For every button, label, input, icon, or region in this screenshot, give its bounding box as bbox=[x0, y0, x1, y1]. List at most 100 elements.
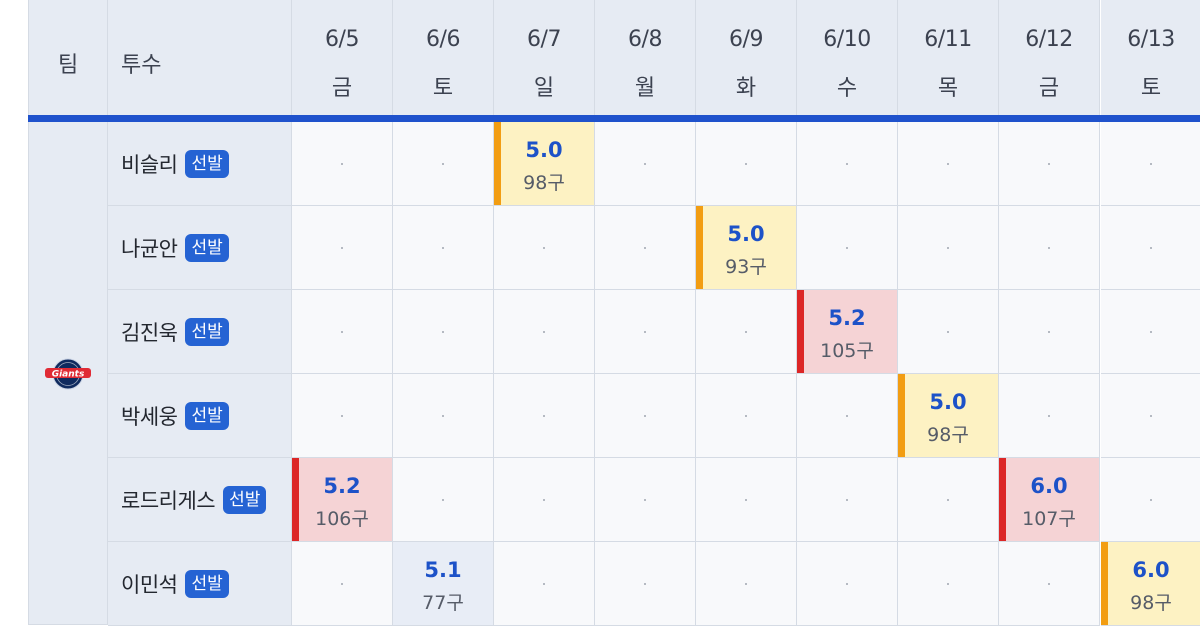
pitcher-name[interactable]: 비슬리 bbox=[121, 152, 178, 177]
date-label: 6/6 bbox=[426, 27, 460, 52]
empty-dot bbox=[745, 414, 747, 417]
schedule-cell bbox=[595, 122, 696, 206]
empty-dot bbox=[846, 582, 848, 585]
schedule-cell bbox=[393, 122, 494, 206]
cell-accent-bar bbox=[797, 290, 804, 373]
schedule-cell bbox=[797, 374, 898, 458]
date-label: 6/13 bbox=[1127, 27, 1175, 52]
weekday-label: 토 bbox=[432, 76, 454, 101]
starter-badge: 선발 bbox=[185, 317, 229, 346]
schedule-cell bbox=[898, 542, 999, 626]
innings-value: 5.2 bbox=[828, 306, 866, 330]
schedule-cell bbox=[797, 542, 898, 626]
pitcher-name[interactable]: 나균안 bbox=[121, 236, 178, 261]
date-label: 6/8 bbox=[628, 27, 662, 52]
date-header: 6/5 금 bbox=[292, 0, 393, 115]
pitch-count: 98구 bbox=[1130, 592, 1172, 614]
schedule-cell bbox=[797, 122, 898, 206]
pitcher-name[interactable]: 김진욱 bbox=[121, 320, 178, 345]
schedule-cell bbox=[1101, 122, 1200, 206]
pitcher-cell: 비슬리 선발 bbox=[108, 122, 292, 206]
schedule-cell bbox=[999, 206, 1100, 290]
date-header: 6/9 화 bbox=[696, 0, 797, 115]
pitch-count: 107구 bbox=[1022, 508, 1076, 530]
schedule-cell bbox=[999, 374, 1100, 458]
date-header: 6/8 월 bbox=[595, 0, 696, 115]
innings-value: 6.0 bbox=[1030, 474, 1068, 498]
weekday-label: 목 bbox=[937, 76, 959, 101]
schedule-cell bbox=[595, 290, 696, 374]
schedule-cell bbox=[494, 458, 595, 542]
giants-logo-icon: Giants bbox=[45, 358, 91, 390]
empty-dot bbox=[1048, 582, 1050, 585]
innings-value: 5.2 bbox=[323, 474, 361, 498]
game-cell[interactable]: 5.2 106구 bbox=[292, 458, 393, 542]
pitcher-cell: 나균안 선발 bbox=[108, 206, 292, 290]
empty-dot bbox=[846, 498, 848, 501]
schedule-cell bbox=[393, 290, 494, 374]
empty-dot bbox=[644, 498, 646, 501]
schedule-cell bbox=[595, 374, 696, 458]
empty-dot bbox=[442, 330, 444, 333]
date-label: 6/12 bbox=[1025, 27, 1073, 52]
weekday-label: 금 bbox=[1038, 76, 1060, 101]
schedule-cell bbox=[595, 458, 696, 542]
game-cell[interactable]: 5.0 98구 bbox=[494, 122, 595, 206]
date-label: 6/10 bbox=[823, 27, 871, 52]
cell-accent-bar bbox=[999, 458, 1006, 541]
empty-dot bbox=[341, 582, 343, 585]
empty-dot bbox=[341, 330, 343, 333]
schedule-cell bbox=[999, 542, 1100, 626]
innings-value: 5.0 bbox=[525, 138, 563, 162]
schedule-cell bbox=[393, 206, 494, 290]
schedule-cell bbox=[494, 290, 595, 374]
date-label: 6/5 bbox=[325, 27, 359, 52]
pitcher-cell: 박세웅 선발 bbox=[108, 374, 292, 458]
schedule-cell bbox=[1101, 458, 1200, 542]
empty-dot bbox=[1048, 414, 1050, 417]
empty-dot bbox=[543, 498, 545, 501]
schedule-cell bbox=[292, 122, 393, 206]
date-header: 6/12 금 bbox=[999, 0, 1100, 115]
pitch-count: 77구 bbox=[422, 592, 464, 614]
schedule-cell bbox=[595, 542, 696, 626]
pitcher-header: 투수 bbox=[108, 0, 292, 115]
pitcher-name[interactable]: 로드리게스 bbox=[121, 488, 216, 513]
game-cell[interactable]: 6.0 107구 bbox=[999, 458, 1100, 542]
starter-badge: 선발 bbox=[185, 569, 229, 598]
svg-text:Giants: Giants bbox=[52, 370, 85, 380]
empty-dot bbox=[947, 498, 949, 501]
schedule-cell bbox=[292, 374, 393, 458]
empty-dot bbox=[543, 246, 545, 249]
schedule-cell bbox=[898, 122, 999, 206]
empty-dot bbox=[1048, 162, 1050, 165]
empty-dot bbox=[442, 498, 444, 501]
empty-dot bbox=[846, 162, 848, 165]
pitch-count: 105구 bbox=[820, 340, 874, 362]
game-cell[interactable]: 5.1 77구 bbox=[393, 542, 494, 626]
game-cell[interactable]: 5.2 105구 bbox=[797, 290, 898, 374]
game-cell[interactable]: 5.0 93구 bbox=[696, 206, 797, 290]
schedule-cell bbox=[494, 542, 595, 626]
pitcher-name[interactable]: 박세웅 bbox=[121, 404, 178, 429]
schedule-cell bbox=[898, 290, 999, 374]
empty-dot bbox=[947, 330, 949, 333]
schedule-cell bbox=[595, 206, 696, 290]
empty-dot bbox=[341, 162, 343, 165]
pitch-count: 98구 bbox=[523, 172, 565, 194]
schedule-cell bbox=[494, 374, 595, 458]
pitcher-name[interactable]: 이민석 bbox=[121, 572, 178, 597]
game-cell[interactable]: 6.0 98구 bbox=[1101, 542, 1200, 626]
innings-value: 5.1 bbox=[424, 558, 462, 582]
pitcher-cell: 김진욱 선발 bbox=[108, 290, 292, 374]
empty-dot bbox=[442, 414, 444, 417]
game-cell[interactable]: 5.0 98구 bbox=[898, 374, 999, 458]
empty-dot bbox=[947, 162, 949, 165]
empty-dot bbox=[1048, 246, 1050, 249]
team-header: 팀 bbox=[28, 0, 108, 115]
schedule-cell bbox=[292, 206, 393, 290]
schedule-cell bbox=[494, 206, 595, 290]
empty-dot bbox=[846, 414, 848, 417]
schedule-cell bbox=[1101, 290, 1200, 374]
